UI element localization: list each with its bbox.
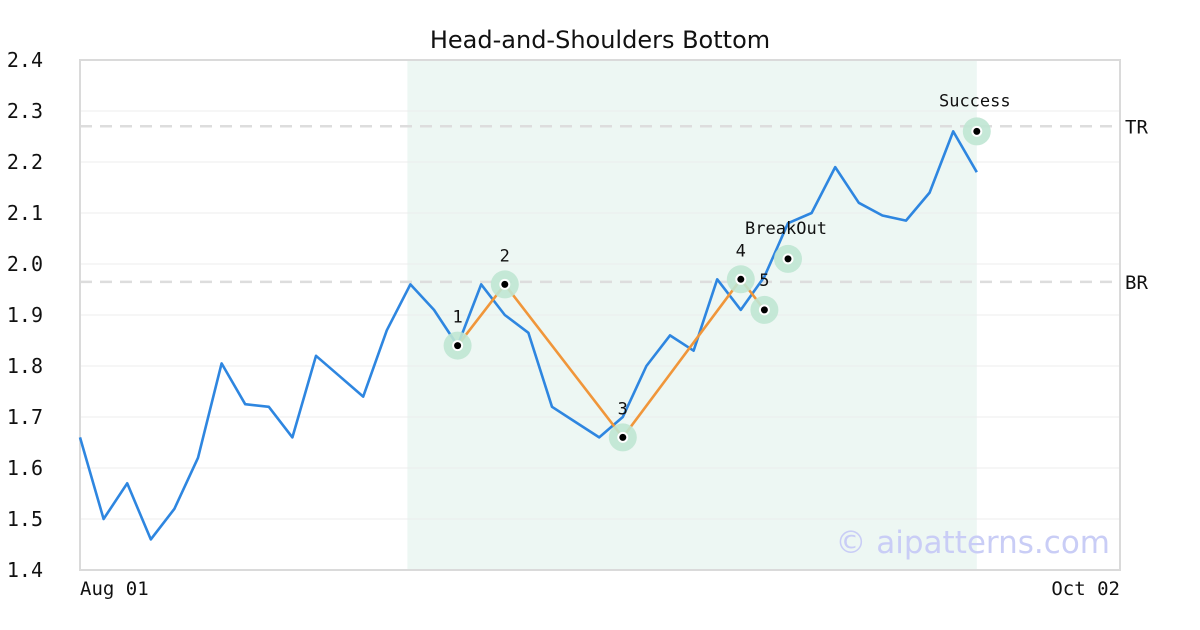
y-tick-label: 2.4 [7, 48, 43, 72]
annotation-label-success: Success [939, 91, 1011, 111]
marker-dot-breakout [784, 255, 792, 263]
pattern-point-label: 3 [618, 399, 628, 419]
level-label-tr: TR [1125, 116, 1148, 138]
x-tick-label: Oct 02 [1051, 578, 1120, 600]
marker-dot-5 [760, 306, 768, 314]
price-series-line [78, 130, 978, 541]
y-tick-label: 1.6 [7, 456, 43, 480]
y-tick-label: 1.8 [7, 354, 43, 378]
annotation-label-breakout: BreakOut [745, 219, 827, 239]
watermark: © aipatterns.com [835, 525, 1110, 561]
y-tick-label: 1.4 [7, 558, 43, 582]
y-tick-label: 1.5 [7, 507, 43, 531]
y-tick-label: 2.2 [7, 150, 43, 174]
marker-dot-2 [501, 280, 509, 288]
pattern-point-label: 2 [500, 246, 510, 266]
level-label-br: BR [1125, 272, 1148, 294]
y-tick-label: 1.9 [7, 303, 43, 327]
y-tick-label: 2.3 [7, 99, 43, 123]
marker-dot-success [973, 127, 981, 135]
y-tick-label: 2.1 [7, 201, 43, 225]
pattern-point-label: 5 [759, 271, 769, 291]
plot-frame [79, 59, 1121, 571]
pattern-point-label: 1 [452, 308, 462, 328]
y-tick-label: 2.0 [7, 252, 43, 276]
y-tick-label: 1.7 [7, 405, 43, 429]
marker-dot-4 [737, 275, 745, 283]
marker-dot-1 [454, 342, 462, 350]
x-tick-label: Aug 01 [80, 578, 149, 600]
pattern-point-label: 4 [736, 241, 746, 261]
marker-dot-3 [619, 433, 627, 441]
chart-title: Head-and-Shoulders Bottom [430, 26, 770, 54]
